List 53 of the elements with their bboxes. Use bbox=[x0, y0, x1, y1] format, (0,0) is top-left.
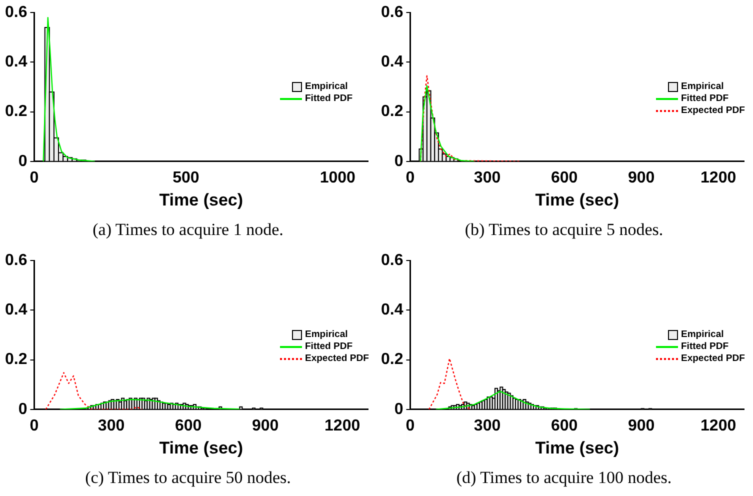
x-tick-label: 600 bbox=[174, 417, 202, 434]
x-tick-label: 300 bbox=[98, 417, 125, 434]
legend-label: Fitted PDF bbox=[305, 341, 352, 353]
x-tick-label: 1200 bbox=[700, 417, 736, 434]
x-axis-title: Time (sec) bbox=[535, 438, 620, 458]
x-tick-label: 0 bbox=[30, 169, 39, 186]
x-tick-label: 1200 bbox=[324, 417, 360, 434]
y-tick-label: 0.2 bbox=[380, 351, 404, 368]
x-tick-label: 900 bbox=[628, 417, 655, 434]
x-tick-label: 600 bbox=[550, 169, 578, 186]
text: (b) Times to acquire 5 nodes. bbox=[464, 220, 664, 240]
y-tick-label: 0.2 bbox=[4, 103, 28, 120]
y-tick-label: 0 bbox=[18, 152, 28, 170]
x-tick-label: 0 bbox=[406, 417, 415, 434]
legend-label: Fitted PDF bbox=[681, 93, 728, 105]
legend-label: Expected PDF bbox=[681, 353, 745, 365]
y-tick-label: 0.4 bbox=[4, 54, 28, 71]
legend-label: Empirical bbox=[305, 81, 348, 93]
y-tick-label: 0.4 bbox=[4, 302, 28, 319]
y-tick-label: 0.6 bbox=[4, 4, 28, 22]
y-tick-label: 0.6 bbox=[380, 4, 404, 22]
legend-label: Expected PDF bbox=[305, 353, 369, 365]
x-tick-label: 0 bbox=[30, 417, 39, 434]
x-tick-label: 900 bbox=[628, 169, 655, 186]
x-tick-label: 0 bbox=[406, 169, 415, 186]
y-tick-label: 0 bbox=[394, 400, 404, 418]
y-tick-label: 0 bbox=[18, 400, 28, 418]
y-tick-label: 0.2 bbox=[4, 351, 28, 368]
x-tick-label: 300 bbox=[474, 169, 501, 186]
x-tick-label: 1000 bbox=[320, 169, 356, 186]
text: (d) Times to acquire 100 nodes. bbox=[455, 468, 673, 488]
legend-label: Fitted PDF bbox=[681, 341, 728, 353]
y-tick-label: 0.2 bbox=[380, 103, 404, 120]
x-tick-label: 1200 bbox=[700, 169, 736, 186]
legend-label: Empirical bbox=[681, 81, 724, 93]
x-tick-label: 900 bbox=[252, 417, 279, 434]
y-tick-label: 0.6 bbox=[380, 252, 404, 270]
legend-label: Empirical bbox=[681, 329, 724, 341]
legend-label: Empirical bbox=[305, 329, 348, 341]
text: (a) Times to acquire 1 node. bbox=[92, 220, 284, 240]
y-tick-label: 0 bbox=[394, 152, 404, 170]
x-axis-title: Time (sec) bbox=[535, 190, 620, 210]
text: (c) Times to acquire 50 nodes. bbox=[84, 468, 292, 488]
y-tick-label: 0.6 bbox=[4, 252, 28, 270]
y-tick-label: 0.4 bbox=[380, 54, 404, 71]
x-axis-title: Time (sec) bbox=[159, 190, 244, 210]
x-tick-label: 300 bbox=[474, 417, 501, 434]
legend-label: Expected PDF bbox=[681, 105, 745, 117]
x-tick-label: 500 bbox=[172, 169, 200, 186]
x-tick-label: 600 bbox=[550, 417, 578, 434]
y-tick-label: 0.4 bbox=[380, 302, 404, 319]
x-axis-title: Time (sec) bbox=[159, 438, 244, 458]
legend-label: Fitted PDF bbox=[305, 93, 352, 105]
